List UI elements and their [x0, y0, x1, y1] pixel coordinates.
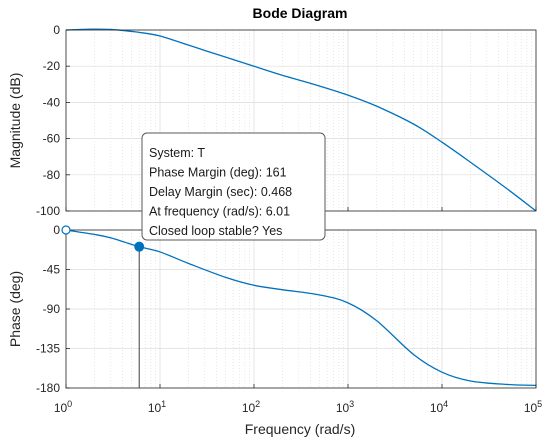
- phase-y-tick-label: -180: [36, 381, 60, 395]
- margin-marker-point: [134, 241, 145, 252]
- x-tick-label: 102: [242, 399, 260, 415]
- magnitude-series-line: [65, 28, 537, 212]
- x-axis-label: Frequency (rad/s): [245, 421, 355, 437]
- phase-y-ticks: 0 -45 -90 -135 -180: [36, 223, 537, 395]
- x-tick-label: 104: [430, 399, 448, 415]
- data-tip-line: Phase Margin (deg): 161: [149, 166, 287, 180]
- phase-y-tick-label: -45: [43, 263, 61, 277]
- magnitude-lines: [65, 28, 537, 212]
- magnitude-y-tick-label: -80: [43, 168, 61, 182]
- x-tick-label: 103: [336, 399, 354, 415]
- x-tick-label: 105: [524, 399, 542, 415]
- x-tick-labels: 100 101 102 103 104 105: [54, 399, 542, 415]
- phase-y-tick-label: -135: [36, 342, 60, 356]
- data-tip-line: Closed loop stable? Yes: [149, 224, 282, 238]
- margin-marker-layer: [61, 225, 145, 388]
- phase-panel: 0 -45 -90 -135 -180 Phase (deg): [7, 223, 537, 395]
- x-tick-label: 100: [54, 399, 72, 415]
- phase-y-tick-label: -90: [43, 302, 61, 316]
- phase-start-circle: [61, 225, 71, 235]
- magnitude-y-tick-label: -20: [43, 59, 61, 73]
- phase-y-axis-label: Phase (deg): [7, 271, 23, 347]
- phase-lines: [65, 229, 537, 387]
- magnitude-y-tick-label: -40: [43, 95, 61, 109]
- data-tip-line: Delay Margin (sec): 0.468: [149, 185, 292, 199]
- magnitude-y-axis-label: Magnitude (dB): [7, 73, 23, 169]
- data-tip-lines: System: T Phase Margin (deg): 161 Delay Ma…: [149, 146, 292, 238]
- data-tip-line: At frequency (rad/s): 6.01: [149, 205, 290, 219]
- phase-y-tick-label: 0: [53, 223, 60, 237]
- magnitude-y-tick-label: -100: [36, 204, 60, 218]
- data-tip-line: System: T: [149, 146, 205, 160]
- data-tip-box: [141, 132, 326, 241]
- data-tip[interactable]: System: T Phase Margin (deg): 161 Delay Ma…: [141, 132, 326, 241]
- magnitude-y-ticks: 0 -20 -40 -60 -80 -100: [36, 23, 537, 218]
- phase-series-line: [65, 229, 537, 387]
- magnitude-y-tick-label: 0: [53, 23, 60, 37]
- chart-title: Bode Diagram: [253, 5, 348, 21]
- x-tick-label: 101: [148, 399, 166, 415]
- magnitude-y-tick-label: -60: [43, 132, 61, 146]
